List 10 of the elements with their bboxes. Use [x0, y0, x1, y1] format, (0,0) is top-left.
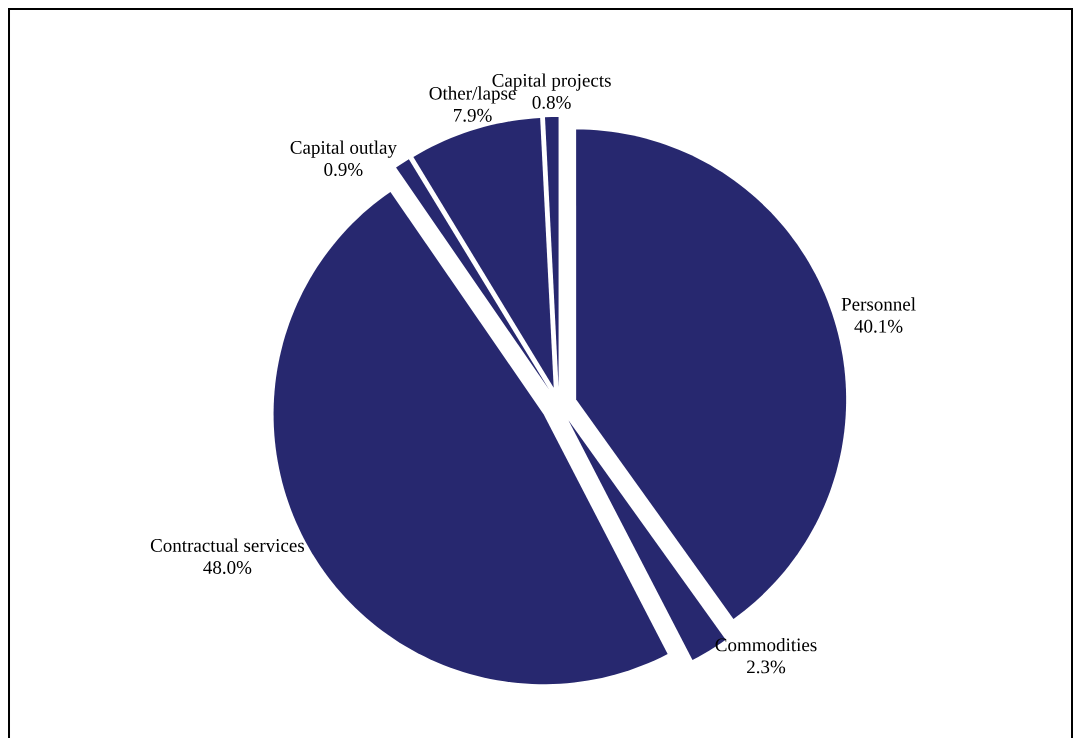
slice-label: Commodities	[715, 637, 817, 652]
data-label: 48.0%	[203, 561, 252, 574]
data-label: 0.8%	[532, 95, 571, 109]
slice-label: Capital outlay	[290, 140, 397, 158]
data-label: 0.9%	[324, 163, 363, 176]
slice-label: Personnel	[841, 297, 916, 311]
data-label: 2.3%	[747, 660, 786, 674]
data-label: 40.1%	[854, 319, 903, 333]
data-label: 7.9%	[454, 108, 492, 122]
slice-label: Contractual services	[150, 538, 305, 552]
